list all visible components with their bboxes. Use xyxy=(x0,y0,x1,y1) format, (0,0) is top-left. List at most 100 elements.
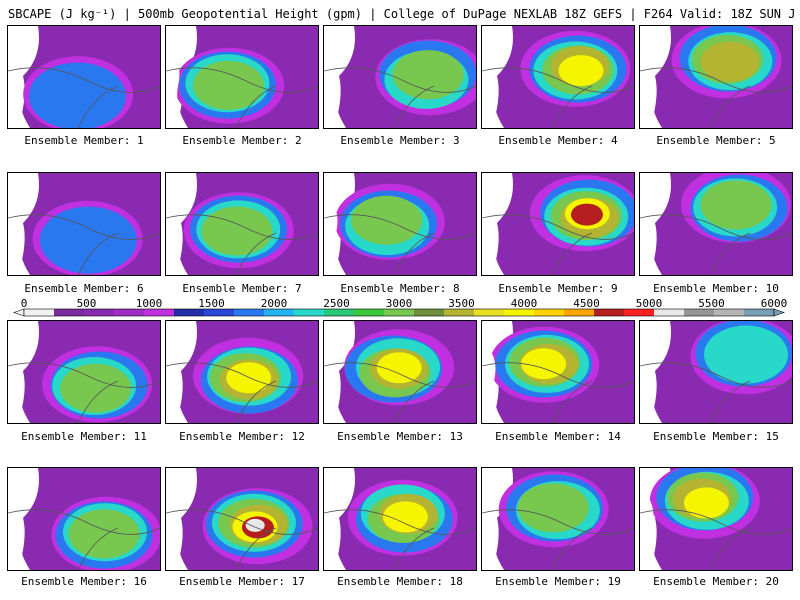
member-label-17: Ensemble Member: 17 xyxy=(179,575,305,588)
no-cape-area xyxy=(640,193,662,275)
colorbar-right-arrow xyxy=(773,308,785,317)
member-map-19 xyxy=(481,467,635,571)
member-label-1: Ensemble Member: 1 xyxy=(24,134,144,147)
boundary-line xyxy=(77,85,119,128)
colorbar-bin xyxy=(474,309,505,316)
boundary-line xyxy=(77,232,119,275)
colorbar-bin xyxy=(564,309,595,316)
boundary-line xyxy=(235,232,277,275)
colorbar-bin xyxy=(744,309,775,316)
colorbar-tick-label: 6000 xyxy=(760,297,788,310)
boundary-line xyxy=(324,509,476,535)
colorbar-bin xyxy=(234,309,265,316)
member-map-13 xyxy=(323,320,477,424)
member-map-3 xyxy=(323,25,477,129)
colorbar-tick-label: 3000 xyxy=(385,297,413,310)
colorbar-bin xyxy=(594,309,625,316)
boundary-line xyxy=(482,214,634,240)
member-map-6 xyxy=(7,172,161,276)
boundary-line xyxy=(324,67,476,93)
member-map-1 xyxy=(7,25,161,129)
no-cape-area xyxy=(482,341,504,423)
boundary-line xyxy=(166,509,318,535)
colorbar-bin xyxy=(324,309,355,316)
member-map-17 xyxy=(165,467,319,571)
no-cape-area xyxy=(8,46,30,128)
no-cape-area xyxy=(166,488,188,570)
boundary-line xyxy=(8,67,160,93)
no-cape-area xyxy=(8,341,30,423)
no-cape-area xyxy=(482,46,504,128)
member-label-9: Ensemble Member: 9 xyxy=(498,282,618,295)
boundary-line xyxy=(166,214,318,240)
colorbar-bin xyxy=(174,309,205,316)
colorbar-bin xyxy=(684,309,715,316)
colorbar-tick-label: 2500 xyxy=(323,297,350,310)
member-map-11 xyxy=(7,320,161,424)
colorbar-bin xyxy=(384,309,415,316)
member-label-18: Ensemble Member: 18 xyxy=(337,575,463,588)
cape-contour xyxy=(700,180,772,230)
boundary-line xyxy=(235,380,277,423)
member-map-5 xyxy=(639,25,793,129)
cape-contour xyxy=(192,60,264,110)
boundary-line xyxy=(482,509,634,535)
cape-contour xyxy=(703,325,788,384)
boundary-line xyxy=(551,527,593,570)
boundary-line xyxy=(709,380,751,423)
boundary-line xyxy=(393,232,435,275)
member-label-3: Ensemble Member: 3 xyxy=(340,134,460,147)
boundary-line xyxy=(166,67,318,93)
colorbar-bin xyxy=(84,309,115,316)
cape-contour xyxy=(382,501,428,533)
boundary-line xyxy=(324,214,476,240)
member-label-10: Ensemble Member: 10 xyxy=(653,282,779,295)
no-cape-area xyxy=(166,341,188,423)
map-title: SBCAPE (J kg⁻¹) | 500mb Geopotential Hei… xyxy=(8,7,794,21)
colorbar-bin xyxy=(54,309,85,316)
colorbar-tick-label: 500 xyxy=(76,297,97,310)
cape-contour xyxy=(201,206,273,256)
boundary-line xyxy=(709,232,751,275)
colorbar-bin xyxy=(624,309,655,316)
boundary-line xyxy=(709,527,751,570)
member-map-12 xyxy=(165,320,319,424)
cape-contour xyxy=(68,509,140,559)
member-label-5: Ensemble Member: 5 xyxy=(656,134,776,147)
boundary-line xyxy=(8,214,160,240)
colorbar-tick-label: 4500 xyxy=(573,297,600,310)
member-map-7 xyxy=(165,172,319,276)
colorbar-tick-label: 2000 xyxy=(260,297,288,310)
boundary-line xyxy=(324,362,476,388)
boundary-line xyxy=(393,380,435,423)
member-map-9 xyxy=(481,172,635,276)
colorbar-bin xyxy=(654,309,685,316)
no-cape-area xyxy=(8,193,30,275)
member-label-2: Ensemble Member: 2 xyxy=(182,134,302,147)
no-cape-area xyxy=(324,341,346,423)
cape-contour xyxy=(558,55,604,87)
no-cape-area xyxy=(640,46,662,128)
colorbar-bin xyxy=(354,309,385,316)
no-cape-area xyxy=(166,193,188,275)
member-label-14: Ensemble Member: 14 xyxy=(495,430,621,443)
colorbar-bin xyxy=(114,309,145,316)
boundary-line xyxy=(77,527,119,570)
colorbar-tick-label: 1500 xyxy=(198,297,225,310)
member-map-14 xyxy=(481,320,635,424)
no-cape-area xyxy=(324,488,346,570)
member-label-15: Ensemble Member: 15 xyxy=(653,430,779,443)
member-label-19: Ensemble Member: 19 xyxy=(495,575,621,588)
colorbar-tick-label: 0 xyxy=(20,297,28,310)
colorbar-bin xyxy=(204,309,235,316)
boundary-line xyxy=(393,527,435,570)
boundary-line xyxy=(77,380,119,423)
colorbar-bin xyxy=(144,309,175,316)
colorbar-bin xyxy=(24,309,55,316)
cape-colorbar xyxy=(13,308,785,317)
member-label-11: Ensemble Member: 11 xyxy=(21,430,147,443)
member-label-4: Ensemble Member: 4 xyxy=(498,134,618,147)
boundary-line xyxy=(8,509,160,535)
colorbar-bin xyxy=(294,309,325,316)
member-label-12: Ensemble Member: 12 xyxy=(179,430,305,443)
